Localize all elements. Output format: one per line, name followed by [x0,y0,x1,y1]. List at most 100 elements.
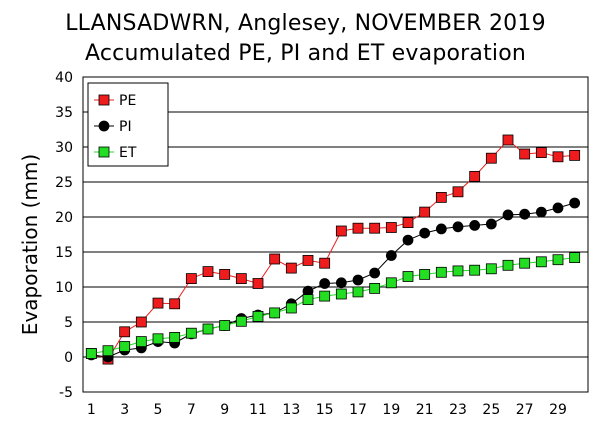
data-point-pi [402,234,414,246]
x-tick-label: 9 [220,402,229,418]
data-point-pe [519,148,531,160]
data-point-pe [219,268,231,280]
data-point-pi [419,227,431,239]
data-point-pi [569,197,581,209]
data-point-pe [369,222,381,234]
data-point-et [335,288,347,300]
legend-marker-et [98,146,110,158]
data-point-et [319,290,331,302]
data-point-pe [552,151,564,163]
data-point-et [469,264,481,276]
x-tick-label: 1 [87,402,96,418]
x-tick-label: 25 [482,402,500,418]
data-point-pe [185,273,197,285]
data-point-pe [352,222,364,234]
data-point-et [219,320,231,331]
data-point-pe [252,278,264,289]
data-point-pe [269,253,281,265]
y-tick-label: 10 [55,280,73,296]
y-axis-ticks: -5 0 5 10 15 20 25 30 35 40 [55,70,73,401]
data-point-pi [452,221,464,233]
legend-label-pe: PE [119,93,136,109]
data-point-pe [302,254,314,266]
data-point-pe [319,257,331,269]
data-point-pe [402,217,414,229]
y-tick-label: 30 [55,140,73,156]
data-point-pe [202,266,214,278]
data-point-pi [369,267,381,279]
legend-label-pi: PI [119,119,132,135]
legend: PE PI ET [87,82,169,167]
x-tick-label: 15 [316,402,334,418]
x-tick-label: 17 [349,402,367,418]
plot-frame [82,76,589,393]
data-point-pe [385,222,397,233]
y-tick-label: 25 [55,175,73,191]
data-point-pe [135,316,147,328]
data-point-pe [152,297,164,309]
data-point-et [369,282,381,294]
y-tick-label: 35 [55,105,73,121]
data-point-et [385,277,397,289]
x-axis-ticks: 1 3 5 7 9 11 13 15 17 19 21 23 25 27 29 [87,402,567,418]
y-tick-label: 5 [64,315,73,331]
x-tick-label: 13 [282,402,300,418]
data-point-pe [119,326,131,338]
data-point-et [352,286,364,298]
legend-label-et: ET [119,145,137,161]
chart-subtitle: Accumulated PE, PI and ET evaporation [84,41,527,66]
data-point-et [169,331,181,343]
data-point-et [519,257,531,269]
x-tick-label: 19 [382,402,400,418]
series-pe [85,134,581,365]
x-tick-label: 7 [187,402,196,418]
data-point-pe [435,191,447,203]
data-point-pe [569,149,581,161]
data-point-et [302,294,314,306]
data-point-et [119,341,131,352]
data-point-et [102,345,114,357]
y-tick-label: 20 [55,210,73,226]
series-et [85,252,581,359]
data-point-pi [502,209,514,221]
data-point-pe [335,225,347,237]
data-point-pi [535,206,547,218]
y-tick-label: 15 [55,245,73,261]
data-point-et [85,348,97,359]
data-point-et [252,310,264,322]
data-point-et [402,271,414,282]
data-point-et [485,263,497,275]
data-point-pi [435,223,447,235]
legend-item-pi: PI [94,119,132,135]
data-point-pi [469,219,481,231]
x-tick-label: 11 [249,402,267,418]
legend-marker-pi [98,120,110,132]
data-point-et [535,256,547,268]
series-layer [85,134,581,365]
legend-item-et: ET [94,145,137,161]
data-point-pe [169,298,181,310]
y-tick-label: 40 [55,70,73,86]
data-point-et [202,323,214,335]
data-point-et [419,268,431,280]
data-point-et [135,336,147,348]
data-point-et [435,266,447,278]
data-point-pi [385,250,397,261]
data-point-pe [285,262,297,274]
data-point-pe [235,273,247,285]
data-point-pe [452,186,464,198]
data-point-pi [335,277,347,289]
data-point-pi [552,202,564,214]
x-tick-label: 21 [416,402,434,418]
data-point-et [285,302,297,314]
data-point-et [269,307,281,319]
data-point-et [452,265,464,277]
y-tick-label: 0 [64,350,73,366]
data-point-pi [485,218,497,230]
y-axis-label: Evaporation (mm) [18,154,42,335]
data-point-et [152,333,164,345]
series-line-pe [91,139,575,360]
series-line-et [91,257,575,354]
legend-item-pe: PE [94,93,136,109]
data-point-pe [469,170,481,182]
